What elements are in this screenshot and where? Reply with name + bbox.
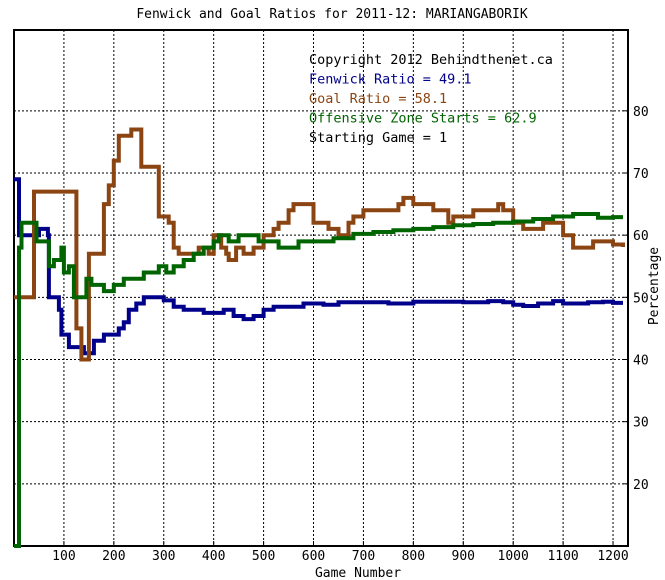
series-line-offensive-zone-starts [14,212,623,548]
legend-entry: Starting Game = 1 [309,130,447,146]
y-tick-label: 20 [633,478,649,493]
y-tick-label: 30 [633,416,649,431]
x-tick-label: 1200 [597,549,628,564]
x-tick-label: 700 [352,549,375,564]
x-axis-ticks: 100 200 300 400 500 600 700 800 900 1000 1100 1200 [52,541,629,564]
x-tick-label: 300 [152,549,175,564]
x-tick-label: 1100 [547,549,578,564]
series-line-fenwick-ratio [14,177,623,356]
x-tick-label: 900 [452,549,475,564]
y-tick-label: 70 [633,167,649,182]
y-tick-label: 50 [633,291,649,306]
grid [14,30,628,546]
x-tick-label: 800 [402,549,425,564]
series-line-goal-ratio [14,127,625,362]
chart-title: Fenwick and Goal Ratios for 2011-12: MAR… [136,7,528,22]
x-axis-label: Game Number [315,566,401,580]
x-tick-label: 1000 [498,549,529,564]
x-tick-label: 200 [102,549,125,564]
legend-entry: Goal Ratio = 58.1 [309,91,447,107]
legend-entry: Offensive Zone Starts = 62.9 [309,111,537,127]
x-tick-label: 500 [252,549,275,564]
x-tick-label: 400 [202,549,225,564]
x-tick-label: 600 [302,549,325,564]
plot-area [13,29,629,547]
x-tick-label: 100 [52,549,75,564]
y-tick-label: 40 [633,353,649,368]
legend-entry: Fenwick Ratio = 49.1 [309,72,472,88]
series-layer [14,127,625,548]
legend: Copyright 2012 Behindthenet.ca Fenwick Ra… [309,52,553,146]
y-tick-label: 60 [633,229,649,244]
y-axis-ticks: 20 30 40 50 60 70 80 [623,105,649,493]
y-tick-label: 80 [633,105,649,120]
legend-entry: Copyright 2012 Behindthenet.ca [309,52,553,68]
y-axis-label: Percentage [647,247,662,325]
